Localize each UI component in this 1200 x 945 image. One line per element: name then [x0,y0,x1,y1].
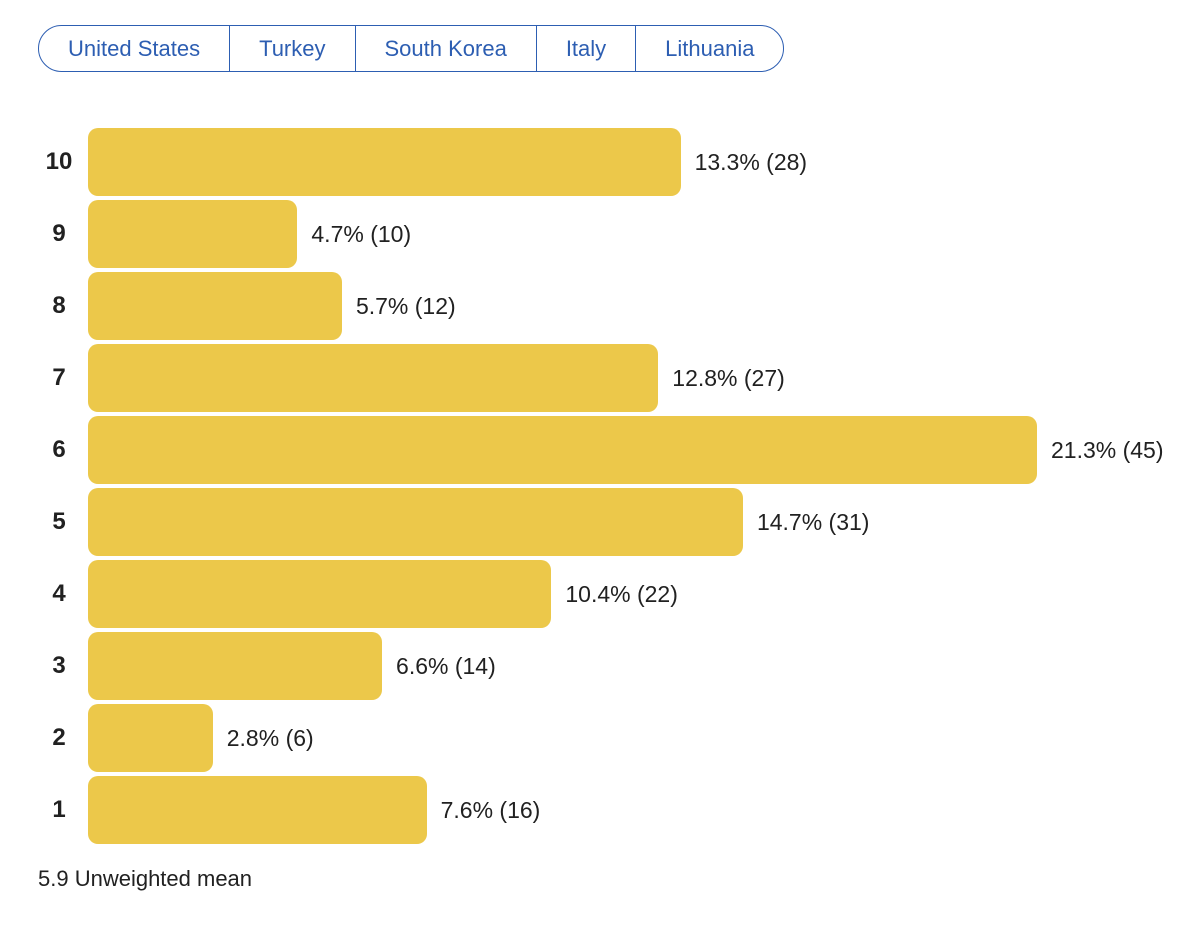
category-label: 2 [52,724,66,751]
bar-track: 14.7% (31) [88,488,1200,556]
category-label: 8 [52,292,66,319]
bar-row: 10 13.3% (28) [38,128,1200,196]
category-label: 6 [52,436,66,463]
value-label: 10.4% (22) [565,580,678,607]
bar-track: 13.3% (28) [88,128,1200,196]
bar-track: 12.8% (27) [88,344,1200,412]
tab-italy[interactable]: Italy [537,26,637,71]
category-label: 4 [52,580,66,607]
category-label: 5 [52,508,66,535]
bar-row: 8 5.7% (12) [38,272,1200,340]
bar [88,704,213,772]
tab-lithuania[interactable]: Lithuania [665,35,755,61]
bar-chart: 10 13.3% (28) 9 4.7% (10) 8 5.7% (12) 7 12.8% (… [0,128,1200,844]
category-label: 7 [52,364,66,391]
bar-track: 5.7% (12) [88,272,1200,340]
category-label: 9 [52,220,66,247]
bar [88,776,427,844]
bar-track: 10.4% (22) [88,560,1200,628]
tab-turkey[interactable]: Turkey [230,26,356,71]
country-tab-group: United States Turkey South Korea Italy L… [38,25,785,72]
bar-row: 3 6.6% (14) [38,632,1200,700]
value-label: 14.7% (31) [756,508,870,535]
category-label: 1 [52,796,66,823]
bar-row: 9 4.7% (10) [38,200,1200,268]
bar [88,128,681,196]
bar-track: 21.3% (45) [88,416,1200,484]
bar [88,632,383,700]
bar-row: 7 12.8% (27) [38,344,1200,412]
category-label: 10 [45,148,73,175]
value-label: 7.6% (16) [440,796,541,823]
value-label: 2.8% (6) [226,724,314,751]
value-label: 21.3% (45) [1051,436,1164,463]
bar-row: 6 21.3% (45) [38,416,1200,484]
bar-row: 5 14.7% (31) [38,488,1200,556]
tab-south-korea[interactable]: South Korea [356,26,537,71]
bar-track: 7.6% (16) [88,776,1200,844]
bar-track: 4.7% (10) [88,200,1200,268]
tab-united-states[interactable]: United States [39,26,231,71]
bar [88,272,342,340]
bar-track: 2.8% (6) [88,704,1200,772]
bar-row: 2 2.8% (6) [38,704,1200,772]
bar-track: 6.6% (14) [88,632,1200,700]
value-label: 12.8% (27) [672,364,785,391]
value-label: 4.7% (10) [311,220,412,247]
bar-row: 4 10.4% (22) [38,560,1200,628]
bar [88,344,659,412]
bar [88,200,298,268]
value-label: 5.7% (12) [355,292,456,319]
value-label: 6.6% (14) [396,652,496,679]
unweighted-mean-note: 5.9 Unweighted mean [38,866,253,891]
category-label: 3 [52,652,66,679]
bar-row: 1 7.6% (16) [38,776,1200,844]
bar [88,560,552,628]
bar [88,416,1037,484]
bar [88,488,743,556]
value-label: 13.3% (28) [694,148,808,175]
